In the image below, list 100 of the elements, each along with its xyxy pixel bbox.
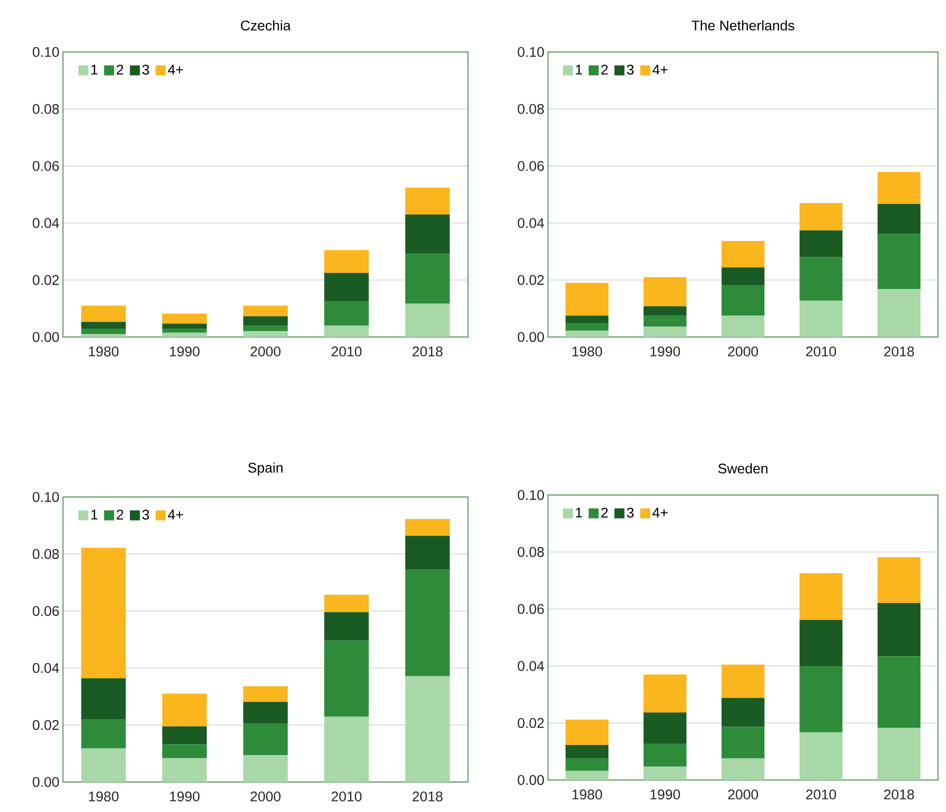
x-tick-label: 2018 xyxy=(884,790,914,800)
legend-label: 3 xyxy=(626,64,634,75)
legend-label: 1 xyxy=(576,64,582,74)
bar xyxy=(243,306,288,316)
legend-label: 2 xyxy=(116,510,124,520)
bar xyxy=(644,766,686,780)
bar xyxy=(722,240,764,268)
bar xyxy=(878,603,920,656)
bar xyxy=(243,724,288,756)
bar xyxy=(162,314,207,324)
x-tick-label: 2000 xyxy=(728,790,758,800)
x-tick-label: 2018 xyxy=(884,346,914,356)
bar xyxy=(324,250,369,273)
bar xyxy=(324,301,369,326)
legend-label: 4+ xyxy=(652,508,668,518)
y-tick-label: 0.00 xyxy=(518,775,544,785)
bar xyxy=(324,326,369,337)
bar xyxy=(644,744,686,767)
bar xyxy=(405,676,450,782)
y-tick-label: 0.02 xyxy=(518,275,544,285)
legend-label: 3 xyxy=(142,64,150,75)
bar xyxy=(644,326,686,337)
y-tick-label: 0.06 xyxy=(32,161,59,171)
bar xyxy=(405,518,450,536)
bar xyxy=(243,755,288,782)
y-tick-label: 0.04 xyxy=(518,661,544,671)
x-tick-label: 2018 xyxy=(412,346,442,356)
bar xyxy=(878,656,920,728)
x-tick-label: 2010 xyxy=(332,792,362,802)
bar xyxy=(566,316,608,324)
bar xyxy=(566,770,608,780)
y-tick-label: 0.08 xyxy=(32,549,59,559)
bar xyxy=(566,282,608,316)
bar xyxy=(878,172,920,204)
bar xyxy=(162,324,207,328)
y-tick-label: 0.08 xyxy=(32,104,59,114)
bar xyxy=(81,306,126,322)
x-tick-label: 1980 xyxy=(88,792,119,802)
bar xyxy=(722,664,764,698)
legend-label: 4+ xyxy=(168,64,183,74)
y-tick-label: 0.08 xyxy=(518,547,544,557)
y-tick-label: 0.10 xyxy=(518,490,544,500)
y-tick-label: 0.04 xyxy=(32,663,60,673)
bar xyxy=(644,712,686,744)
bar xyxy=(878,728,920,780)
bar xyxy=(81,334,126,337)
legend-label: 2 xyxy=(116,64,124,74)
bar xyxy=(405,214,450,254)
legend-label: 1 xyxy=(91,510,98,520)
x-tick-label: 1980 xyxy=(572,346,602,356)
y-tick-label: 0.02 xyxy=(32,720,59,730)
y-tick-label: 0.02 xyxy=(32,275,59,285)
bar xyxy=(324,612,369,641)
x-tick-label: 2010 xyxy=(806,790,836,800)
bar xyxy=(324,272,369,302)
bar xyxy=(243,316,288,326)
y-tick-label: 0.00 xyxy=(32,332,59,342)
x-tick-label: 2010 xyxy=(332,346,362,356)
bar xyxy=(800,300,842,337)
bar xyxy=(566,323,608,331)
bar xyxy=(405,304,450,337)
bar xyxy=(566,330,608,337)
legend-label: 1 xyxy=(576,508,582,518)
legend-label: 2 xyxy=(601,508,608,518)
y-tick-label: 0.06 xyxy=(32,606,59,616)
bar xyxy=(405,188,450,214)
x-tick-label: 1980 xyxy=(88,346,119,356)
y-tick-label: 0.02 xyxy=(518,718,544,728)
x-tick-label: 2000 xyxy=(250,346,281,356)
bar xyxy=(800,203,842,230)
y-tick-label: 0.10 xyxy=(32,47,59,57)
y-tick-label: 0.00 xyxy=(518,332,544,342)
bar xyxy=(722,267,764,286)
bar xyxy=(722,316,764,337)
y-tick-label: 0.04 xyxy=(32,218,60,228)
bar xyxy=(243,331,288,337)
x-tick-label: 2010 xyxy=(806,346,836,356)
bar xyxy=(324,640,369,716)
chart-title: The Netherlands xyxy=(692,20,794,30)
bar xyxy=(243,702,288,724)
bar xyxy=(566,744,608,758)
bar xyxy=(243,326,288,332)
legend-label: 3 xyxy=(142,510,150,520)
bar xyxy=(243,686,288,702)
bar xyxy=(800,573,842,620)
x-tick-label: 1980 xyxy=(572,790,602,800)
bar xyxy=(878,557,920,604)
x-tick-label: 2000 xyxy=(728,346,758,356)
bar xyxy=(162,758,207,782)
bar xyxy=(722,758,764,780)
x-tick-label: 1990 xyxy=(650,346,680,356)
chart-title: Spain xyxy=(248,462,282,476)
bar xyxy=(162,328,207,333)
y-tick-label: 0.00 xyxy=(32,777,59,787)
legend-label: 2 xyxy=(601,64,608,74)
bar xyxy=(722,726,764,758)
bar xyxy=(162,726,207,744)
bar xyxy=(800,620,842,666)
bar xyxy=(162,694,207,726)
bar xyxy=(800,257,842,301)
